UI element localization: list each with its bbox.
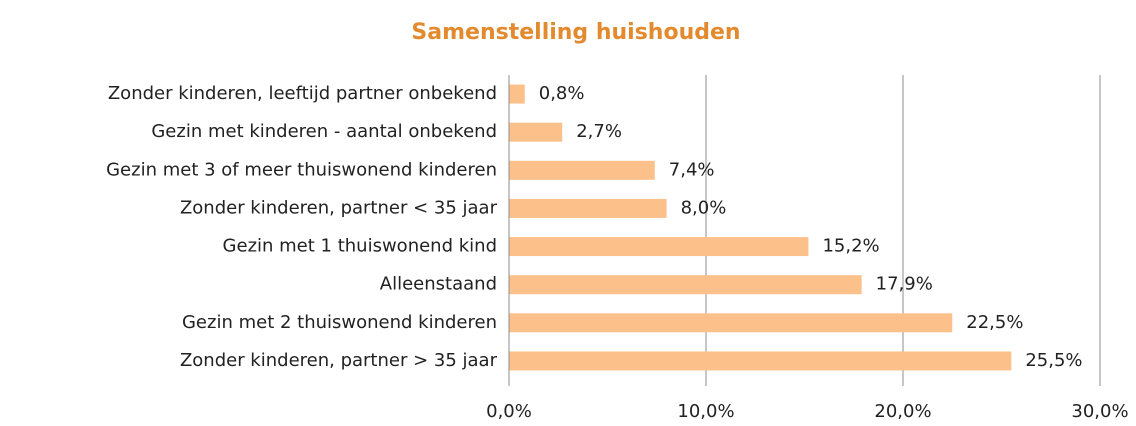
x-tick-label: 10,0% (677, 401, 734, 422)
y-tick-label: Zonder kinderen, partner < 35 jaar (180, 197, 498, 218)
bar (509, 160, 655, 180)
y-tick-label: Gezin met kinderen - aantal onbekend (151, 121, 497, 142)
x-tick-label: 0,0% (486, 401, 532, 422)
y-tick-label: Zonder kinderen, partner > 35 jaar (180, 350, 498, 371)
value-label: 17,9% (876, 274, 933, 295)
value-label: 8,0% (681, 197, 727, 218)
y-tick-label: Gezin met 2 thuiswonend kinderen (182, 312, 497, 333)
value-label: 0,8% (539, 83, 585, 104)
bar (509, 84, 525, 104)
value-label: 15,2% (822, 236, 879, 257)
bar (509, 237, 809, 257)
value-label: 22,5% (966, 312, 1023, 333)
bar (509, 313, 953, 333)
y-tick-label: Gezin met 1 thuiswonend kind (223, 236, 497, 257)
chart-title: Samenstelling huishouden (411, 20, 740, 45)
x-tick-label: 20,0% (874, 401, 931, 422)
value-label: 2,7% (576, 121, 622, 142)
bar (509, 122, 563, 142)
bar (509, 198, 667, 218)
value-label: 25,5% (1025, 350, 1082, 371)
y-tick-label: Gezin met 3 of meer thuiswonend kinderen (106, 159, 497, 180)
value-label: 7,4% (669, 159, 715, 180)
y-tick-label: Zonder kinderen, leeftijd partner onbeke… (108, 83, 497, 104)
x-tick-label: 30,0% (1071, 401, 1128, 422)
y-tick-label: Alleenstaand (380, 274, 497, 295)
bar (509, 275, 862, 295)
bar (509, 351, 1012, 371)
